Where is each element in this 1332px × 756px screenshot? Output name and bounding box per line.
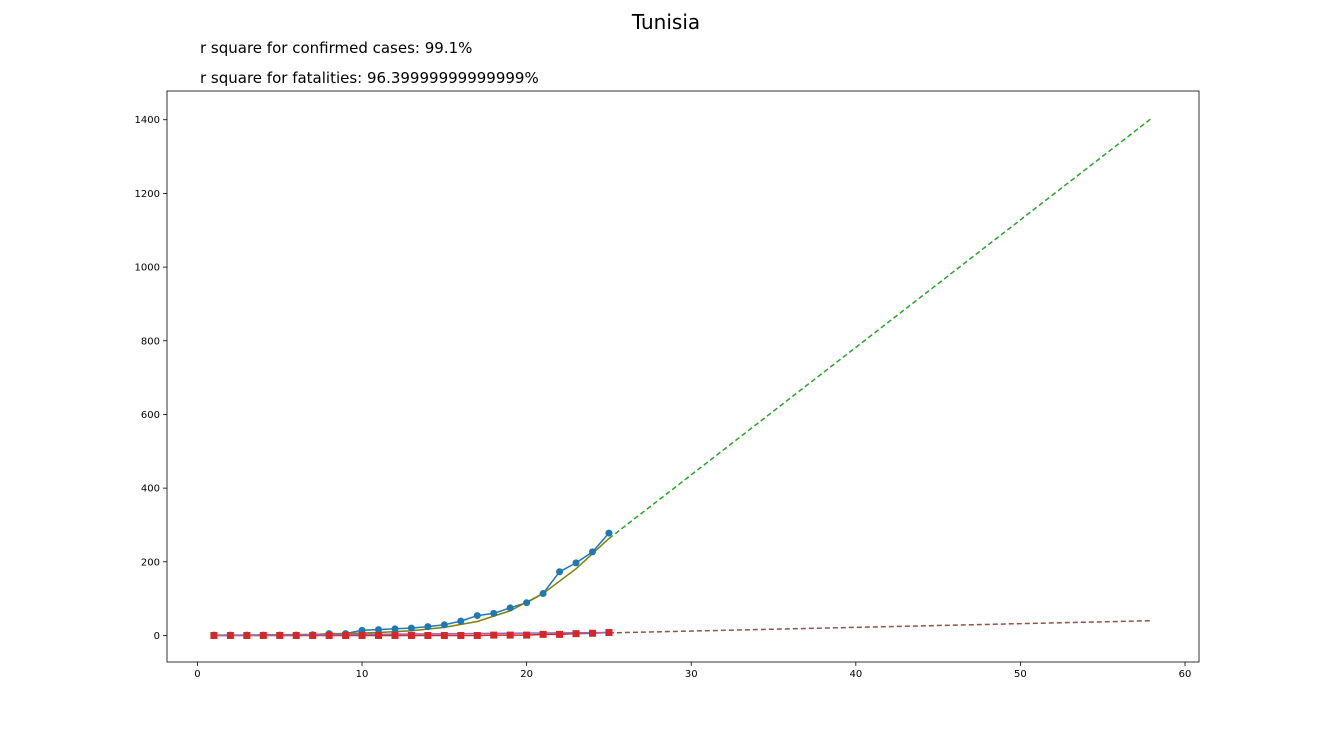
fatalities-observed-point (506, 631, 514, 639)
fatalities-observed-point (605, 629, 613, 637)
fatalities-observed-point (457, 631, 465, 639)
x-tick-label: 0 (194, 669, 200, 680)
confirmed-observed-point (407, 624, 415, 632)
fatalities-observed-point (556, 630, 564, 638)
fatalities-observed-point (539, 630, 547, 638)
confirmed-observed-point (556, 568, 564, 576)
x-tick-label: 10 (356, 669, 369, 680)
fatalities-observed-point (375, 631, 383, 639)
r-square-confirmed-label: r square for confirmed cases: 99.1% (200, 39, 473, 57)
fatalities-projection-line (608, 619, 1153, 634)
fatalities-observed-point (490, 631, 498, 639)
x-tick-label: 20 (520, 669, 533, 680)
confirmed-observed-point (572, 559, 580, 567)
plot-frame (166, 90, 1200, 663)
confirmed-observed-point (375, 626, 383, 634)
y-tick-label: 200 (141, 557, 160, 568)
fatalities-observed-point (572, 630, 580, 638)
x-tick-label: 40 (849, 669, 862, 680)
confirmed-observed-point (539, 589, 547, 597)
fatalities-observed-point (523, 631, 531, 639)
y-tick-label: 1200 (135, 189, 160, 200)
x-tick-label: 30 (685, 669, 698, 680)
chart-title: Tunisia (631, 10, 701, 34)
y-tick-label: 400 (141, 484, 160, 495)
confirmed-observed-point (605, 529, 613, 537)
y-tick-label: 1000 (135, 263, 160, 274)
confirmed-observed-point (440, 621, 448, 629)
confirmed-observed-point (473, 612, 481, 620)
fatalities-observed-point (342, 631, 350, 639)
fatalities-observed-point (473, 631, 481, 639)
fatalities-observed-point (309, 631, 317, 639)
fatalities-observed-point (424, 631, 432, 639)
x-tick-label: 50 (1014, 669, 1027, 680)
fatalities-observed-point (226, 631, 234, 639)
fatalities-observed-point (210, 631, 218, 639)
confirmed-observed-point (506, 604, 514, 612)
fatalities-observed-point (391, 631, 399, 639)
r-square-fatalities-label: r square for fatalities: 96.399999999999… (200, 69, 539, 87)
y-tick-label: 800 (141, 336, 160, 347)
fatalities-observed-point (358, 631, 366, 639)
fatalities-observed-point (440, 631, 448, 639)
confirmed-observed-point (391, 625, 399, 633)
fatalities-observed-point (276, 631, 284, 639)
confirmed-projection-line (608, 117, 1153, 540)
confirmed-observed-point (588, 548, 596, 556)
confirmed-observed-point (424, 623, 432, 631)
fatalities-observed-point (407, 631, 415, 639)
fatalities-observed-point (325, 631, 333, 639)
confirmed-observed-point (490, 609, 498, 617)
confirmed-observed-point (523, 599, 531, 607)
fatalities-observed-point (292, 631, 300, 639)
fatalities-observed-point (243, 631, 251, 639)
y-tick-label: 600 (141, 410, 160, 421)
confirmed-observed-line (213, 532, 610, 636)
confirmed-fit-line (213, 538, 610, 637)
fatalities-observed-point (588, 629, 596, 637)
confirmed-observed-point (457, 617, 465, 625)
fatalities-observed-point (259, 631, 267, 639)
y-tick-label: 1400 (135, 115, 160, 126)
x-tick-label: 60 (1179, 669, 1192, 680)
y-tick-label: 0 (154, 631, 160, 642)
